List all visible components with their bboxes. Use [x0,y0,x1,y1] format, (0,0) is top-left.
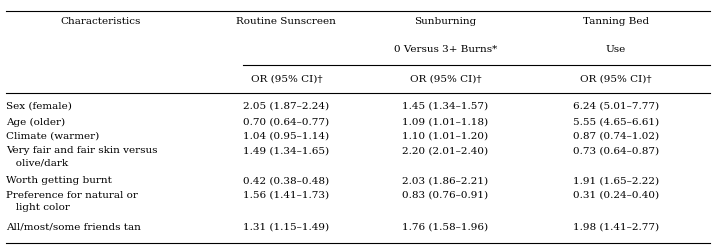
Text: 6.24 (5.01–7.77): 6.24 (5.01–7.77) [573,101,659,110]
Text: Very fair and fair skin versus: Very fair and fair skin versus [6,146,158,155]
Text: 1.45 (1.34–1.57): 1.45 (1.34–1.57) [402,101,488,110]
Text: 0.87 (0.74–1.02): 0.87 (0.74–1.02) [573,132,659,141]
Text: OR (95% CI)†: OR (95% CI)† [580,75,652,84]
Text: 5.55 (4.65–6.61): 5.55 (4.65–6.61) [573,118,659,126]
Text: Age (older): Age (older) [6,118,65,126]
Text: 0.73 (0.64–0.87): 0.73 (0.64–0.87) [573,146,659,155]
Text: 1.04 (0.95–1.14): 1.04 (0.95–1.14) [243,132,329,141]
Text: 1.98 (1.41–2.77): 1.98 (1.41–2.77) [573,222,659,232]
Text: 0 Versus 3+ Burns*: 0 Versus 3+ Burns* [394,45,497,54]
Text: 1.56 (1.41–1.73): 1.56 (1.41–1.73) [243,190,329,200]
Text: Sunburning: Sunburning [415,18,476,26]
Text: Use: Use [606,45,626,54]
Text: Tanning Bed: Tanning Bed [583,18,649,26]
Text: 1.10 (1.01–1.20): 1.10 (1.01–1.20) [402,132,488,141]
Text: 0.42 (0.38–0.48): 0.42 (0.38–0.48) [243,176,329,185]
Text: 0.70 (0.64–0.77): 0.70 (0.64–0.77) [243,118,329,126]
Text: 1.76 (1.58–1.96): 1.76 (1.58–1.96) [402,222,488,232]
Text: All/most/some friends tan: All/most/some friends tan [6,222,140,232]
Text: 2.03 (1.86–2.21): 2.03 (1.86–2.21) [402,176,488,185]
Text: olive/dark: olive/dark [6,158,68,167]
Text: light color: light color [6,202,69,211]
Text: 2.20 (2.01–2.40): 2.20 (2.01–2.40) [402,146,488,155]
Text: Preference for natural or: Preference for natural or [6,190,137,200]
Text: Sex (female): Sex (female) [6,101,72,110]
Text: 2.05 (1.87–2.24): 2.05 (1.87–2.24) [243,101,329,110]
Text: Climate (warmer): Climate (warmer) [6,132,99,141]
Text: 1.09 (1.01–1.18): 1.09 (1.01–1.18) [402,118,488,126]
Text: 0.31 (0.24–0.40): 0.31 (0.24–0.40) [573,190,659,200]
Text: 1.49 (1.34–1.65): 1.49 (1.34–1.65) [243,146,329,155]
Text: 1.31 (1.15–1.49): 1.31 (1.15–1.49) [243,222,329,232]
Text: OR (95% CI)†: OR (95% CI)† [251,75,322,84]
Text: 0.83 (0.76–0.91): 0.83 (0.76–0.91) [402,190,488,200]
Text: OR (95% CI)†: OR (95% CI)† [410,75,481,84]
Text: 1.91 (1.65–2.22): 1.91 (1.65–2.22) [573,176,659,185]
Text: Characteristics: Characteristics [60,18,140,26]
Text: Routine Sunscreen: Routine Sunscreen [236,18,337,26]
Text: Worth getting burnt: Worth getting burnt [6,176,112,185]
